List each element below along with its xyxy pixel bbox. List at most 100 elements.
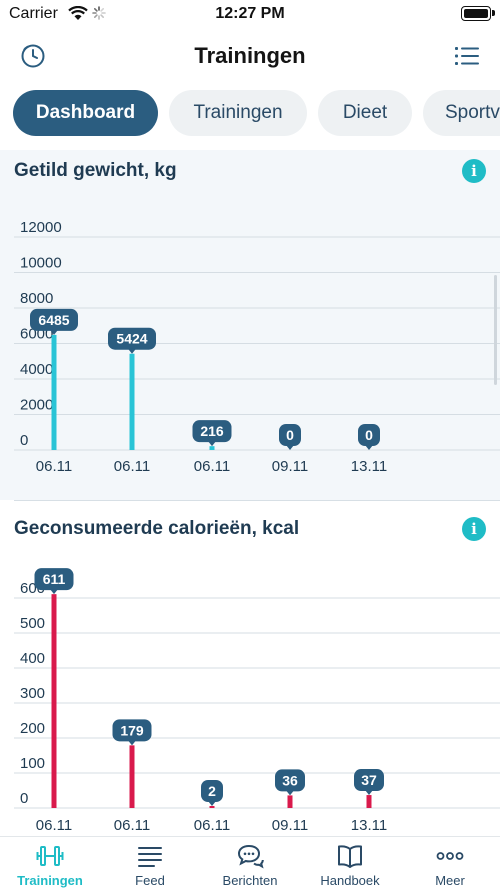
value-label-pointer bbox=[208, 801, 216, 806]
tabbar-label: Meer bbox=[435, 873, 465, 888]
calories-chart: 010020030040050060061106.1117906.11206.1… bbox=[14, 568, 500, 834]
value-label-pointer bbox=[286, 445, 294, 450]
battery-icon bbox=[461, 6, 491, 21]
dumbbell-icon bbox=[36, 846, 64, 866]
value-label: 179 bbox=[112, 719, 152, 746]
book-icon bbox=[338, 845, 362, 868]
value-label-pointer bbox=[365, 790, 373, 796]
value-label-text: 37 bbox=[361, 772, 377, 788]
tabbar-label: Feed bbox=[135, 873, 165, 888]
value-label-text: 36 bbox=[282, 772, 298, 788]
weight-chart: 020004000600080001000012000648506.115424… bbox=[14, 219, 500, 475]
value-label-pointer bbox=[50, 329, 58, 335]
x-tick-label: 09.11 bbox=[272, 458, 308, 475]
x-tick-label: 06.11 bbox=[194, 817, 230, 834]
list-icon[interactable] bbox=[453, 42, 481, 70]
chart-bar bbox=[129, 353, 135, 450]
y-tick-label: 10000 bbox=[20, 255, 62, 272]
feed-icon bbox=[138, 847, 162, 867]
value-label-pill bbox=[354, 769, 384, 792]
value-label: 37 bbox=[354, 769, 384, 796]
x-tick-label: 09.11 bbox=[272, 817, 308, 834]
tabbar-item-meer[interactable]: Meer bbox=[400, 837, 500, 889]
y-tick-label: 2000 bbox=[20, 397, 53, 414]
y-tick-label: 100 bbox=[20, 755, 45, 772]
chart-bar bbox=[366, 795, 372, 808]
y-tick-label: 8000 bbox=[20, 290, 53, 307]
chart-bar bbox=[51, 334, 57, 450]
activity-spinner-icon bbox=[92, 6, 106, 20]
status-time: 12:27 PM bbox=[215, 5, 285, 22]
value-label-text: 0 bbox=[286, 427, 294, 443]
value-label-text: 6485 bbox=[38, 312, 69, 328]
more-icon bbox=[436, 852, 464, 860]
value-label-pill bbox=[108, 327, 156, 350]
value-label-text: 5424 bbox=[116, 331, 147, 347]
value-label-pill bbox=[358, 424, 380, 446]
calories-card-title: Geconsumeerde calorieën, kcal bbox=[14, 518, 300, 539]
wifi-icon bbox=[68, 6, 88, 20]
value-label-pill bbox=[192, 420, 232, 443]
battery-tip bbox=[492, 10, 495, 16]
y-tick-label: 0 bbox=[20, 432, 28, 449]
value-label-text: 179 bbox=[120, 722, 144, 738]
weight-card-title: Getild gewicht, kg bbox=[14, 160, 177, 181]
card-divider bbox=[14, 500, 500, 501]
info-icon[interactable]: i bbox=[462, 517, 486, 541]
info-icon[interactable]: i bbox=[462, 159, 486, 183]
x-tick-label: 06.11 bbox=[194, 458, 230, 475]
nav-header: Trainingen bbox=[0, 30, 500, 82]
tabbar-item-berichten[interactable]: Berichten bbox=[200, 837, 300, 889]
value-label: 2 bbox=[201, 780, 223, 806]
clock-icon[interactable] bbox=[19, 42, 47, 70]
tab-dashboard[interactable]: Dashboard bbox=[13, 90, 158, 136]
value-label-text: 611 bbox=[43, 571, 66, 587]
chart-bar bbox=[209, 446, 215, 450]
y-tick-label: 200 bbox=[20, 720, 45, 737]
carrier-label: Carrier bbox=[9, 5, 58, 22]
value-label-text: 2 bbox=[208, 783, 216, 799]
tabbar-label: Handboek bbox=[320, 873, 380, 888]
y-tick-label: 12000 bbox=[20, 219, 62, 236]
value-label: 6485 bbox=[30, 308, 78, 335]
value-label-pointer bbox=[50, 589, 58, 595]
tabbar-label: Berichten bbox=[222, 873, 278, 888]
tab-trainingen[interactable]: Trainingen bbox=[169, 90, 307, 136]
value-label: 216 bbox=[192, 420, 232, 447]
segment-tabs: Dashboard Trainingen Dieet Sportv bbox=[0, 88, 500, 138]
tab-sportv[interactable]: Sportv bbox=[423, 90, 500, 136]
tab-dieet[interactable]: Dieet bbox=[318, 90, 412, 136]
status-bar: Carrier 12:27 PM bbox=[0, 0, 500, 30]
chart-bar bbox=[209, 806, 215, 808]
value-label: 36 bbox=[275, 769, 305, 796]
value-label-pill bbox=[275, 769, 305, 792]
x-tick-label: 13.11 bbox=[351, 817, 387, 834]
chart-bar bbox=[129, 745, 135, 808]
tabbar-item-handboek[interactable]: Handboek bbox=[300, 837, 400, 889]
x-tick-label: 13.11 bbox=[351, 458, 387, 475]
value-label: 0 bbox=[358, 424, 380, 450]
value-label: 5424 bbox=[108, 327, 156, 354]
y-tick-label: 400 bbox=[20, 650, 45, 667]
y-tick-label: 300 bbox=[20, 685, 45, 702]
x-tick-label: 06.11 bbox=[36, 458, 72, 475]
tabbar-item-feed[interactable]: Feed bbox=[100, 837, 200, 889]
value-label-pointer bbox=[128, 348, 136, 354]
value-label-pill bbox=[201, 780, 223, 802]
x-tick-label: 06.11 bbox=[36, 817, 72, 834]
value-label-text: 216 bbox=[200, 423, 224, 439]
chat-icon bbox=[237, 844, 264, 869]
y-tick-label: 0 bbox=[20, 790, 28, 807]
bottom-tab-bar: Trainingen Feed Berichten Handboek bbox=[0, 836, 500, 889]
value-label-pointer bbox=[365, 445, 373, 450]
value-label-pill bbox=[30, 308, 78, 331]
x-tick-label: 06.11 bbox=[114, 458, 150, 475]
calories-card: Geconsumeerde calorieën, kcal i 0 100 200 3… bbox=[0, 501, 500, 836]
value-label-pill bbox=[112, 719, 152, 742]
chart-bar bbox=[287, 795, 293, 808]
x-tick-label: 06.11 bbox=[114, 817, 150, 834]
value-label: 0 bbox=[279, 424, 301, 450]
value-label-pill bbox=[34, 568, 74, 591]
tabbar-item-trainingen[interactable]: Trainingen bbox=[0, 837, 100, 889]
scrollbar[interactable] bbox=[494, 275, 497, 385]
